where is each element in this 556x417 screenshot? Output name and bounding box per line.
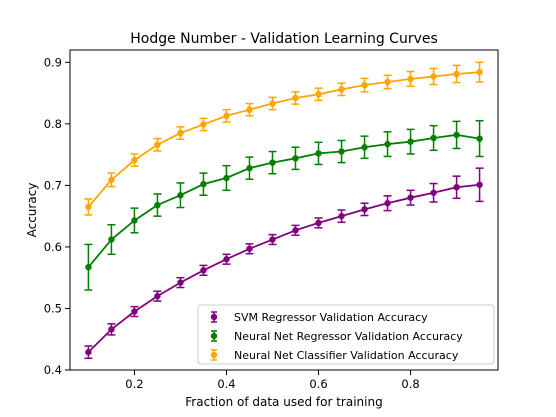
legend-label: Neural Net Regressor Validation Accuracy [234,330,463,343]
data-point [338,212,345,220]
y-tick-label: 0.8 [44,117,62,131]
data-point [384,140,391,148]
legend: SVM Regressor Validation Accuracy Neural … [197,304,495,365]
data-point [476,68,483,76]
data-point [269,159,276,166]
data-point [453,131,460,139]
x-axis-label: Fraction of data used for training [185,395,382,409]
data-point [430,134,437,142]
data-point [223,256,230,263]
data-point [315,91,322,98]
series-3 [84,61,484,216]
data-point [269,100,276,107]
x-tick-label: 0.2 [125,377,143,391]
y-tick-label: 0.7 [44,178,62,192]
data-point [315,150,322,157]
data-point [407,138,414,145]
data-point [108,326,115,333]
x-axis: 0.2 0.4 0.6 0.8 [125,370,420,391]
legend-marker [210,313,218,321]
data-point [430,73,437,80]
series-line [87,71,480,208]
data-point [223,112,230,120]
data-point [269,236,276,243]
legend-item: Neural Net Regressor Validation Accuracy [210,330,463,343]
data-point [384,200,391,207]
data-point [200,180,207,188]
series-line [87,134,480,268]
data-point [292,94,299,102]
data-point [85,264,92,271]
legend-marker [210,351,218,359]
data-point [476,181,483,188]
legend-label: Neural Net Classifier Validation Accurac… [234,349,459,362]
data-point [407,194,414,201]
data-point [85,348,92,356]
series-line [87,183,480,353]
legend-box [197,304,495,365]
series-1 [84,167,484,360]
data-point [154,201,161,209]
data-point [177,279,184,286]
legend-item: SVM Regressor Validation Accuracy [210,311,428,324]
data-point [177,129,184,137]
data-point [108,176,115,184]
data-point [200,267,207,274]
y-tick-label: 0.6 [44,240,62,254]
data-point [246,164,253,172]
y-axis: 0.4 0.5 0.6 0.7 0.8 0.9 [44,55,70,377]
y-axis-label: Accuracy [25,183,39,238]
data-point [453,184,460,191]
data-point [338,148,345,155]
series-2 [84,120,484,291]
data-point [131,217,138,224]
data-point [361,81,368,89]
data-point [154,141,161,148]
legend-marker [210,332,218,340]
data-point [476,135,483,142]
data-point [200,121,207,128]
plot-frame [69,49,499,371]
data-point [131,308,138,315]
data-point [177,192,184,199]
data-point [430,189,437,196]
data-point [338,86,345,93]
data-point [361,144,368,151]
data-point [246,106,253,113]
legend-item: Neural Net Classifier Validation Accurac… [210,349,459,362]
legend-label: SVM Regressor Validation Accuracy [234,311,428,324]
data-point [384,78,391,86]
x-tick-label: 0.4 [217,377,235,391]
data-point [131,156,138,164]
data-point [292,227,299,234]
data-point [361,206,368,213]
data-point [407,75,414,83]
data-point [108,236,115,243]
x-tick-label: 0.8 [401,377,419,391]
data-point [315,219,322,227]
data-point [246,245,253,252]
plot-area [84,61,484,360]
y-tick-label: 0.9 [44,55,62,69]
y-tick-label: 0.5 [44,301,62,315]
chart-title: Hodge Number - Validation Learning Curve… [130,31,438,47]
data-point [292,155,299,162]
data-point [453,70,460,78]
y-tick-label: 0.4 [44,363,62,377]
data-point [154,292,161,300]
x-tick-label: 0.6 [309,377,327,391]
data-point [223,174,230,182]
data-point [85,203,92,211]
